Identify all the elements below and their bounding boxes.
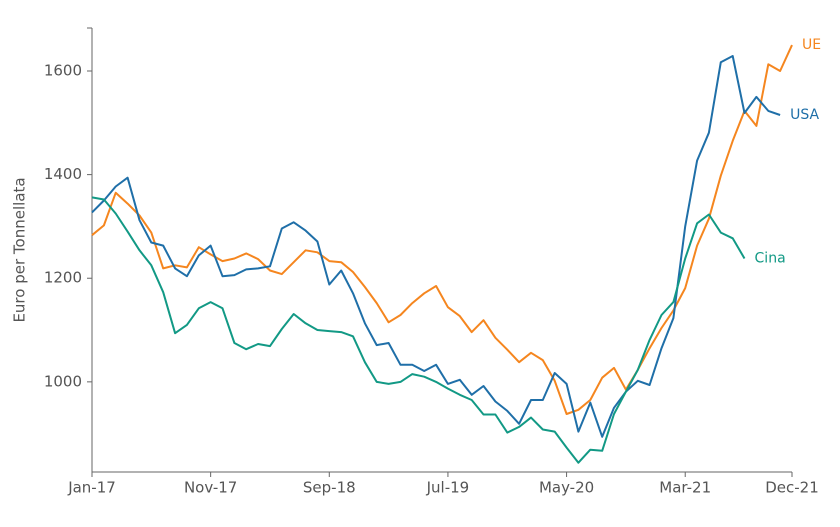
series-label: UE <box>802 37 821 53</box>
y-tick-label: 1600 <box>44 62 82 80</box>
x-tick-label: Mar-21 <box>659 479 711 497</box>
x-tick-label: May-20 <box>539 479 594 497</box>
y-tick-label: 1200 <box>44 269 82 287</box>
y-tick-label: 1000 <box>44 372 82 390</box>
x-tick-label: Nov-17 <box>184 479 237 497</box>
y-tick-label: 1400 <box>44 165 82 183</box>
x-tick-label: Jul-19 <box>426 479 470 497</box>
x-tick-label: Dec-21 <box>765 479 819 497</box>
x-tick-label: Jan-17 <box>67 479 116 497</box>
series-label: Cina <box>755 251 786 267</box>
x-tick-label: Sep-18 <box>303 479 356 497</box>
series-line <box>91 55 781 438</box>
series-line <box>91 196 746 464</box>
series-label: USA <box>790 107 819 123</box>
series-line <box>91 44 793 415</box>
y-axis-label: Euro per Tonnellata <box>11 177 29 322</box>
